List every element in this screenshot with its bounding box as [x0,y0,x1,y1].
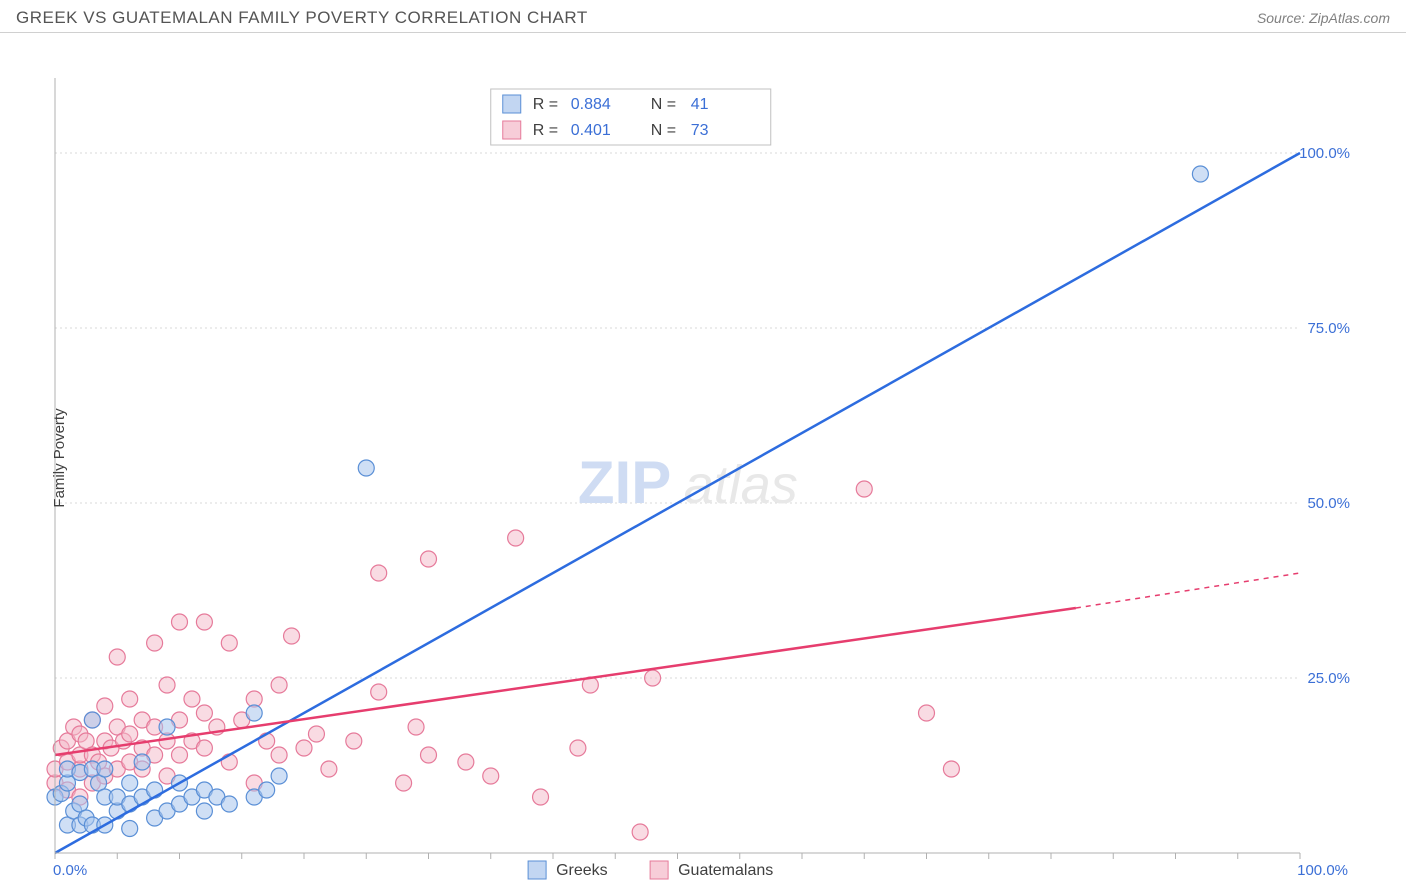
chart-area: Family Poverty 25.0% 50.0% 75.0% 100.0% ZIPa… [0,33,1406,883]
guatemalans-point [196,614,212,630]
greeks-point [122,821,138,837]
guatemalans-n-value: 73 [691,122,709,139]
greeks-point [246,705,262,721]
guatemalans-point [308,726,324,742]
guatemalans-point [346,733,362,749]
guatemalans-trend-line [55,608,1076,755]
greeks-r-value: 0.884 [571,96,611,113]
guatemalans-point [856,481,872,497]
y-tick-label: 75.0% [1307,320,1350,337]
guatemalans-point [645,670,661,686]
x-tick-label: 100.0% [1297,862,1348,879]
guatemalans-point [122,726,138,742]
guatemalans-legend-label: Guatemalans [678,862,773,879]
greeks-point [358,460,374,476]
y-tick-label: 50.0% [1307,495,1350,512]
guatemalans-point [159,677,175,693]
greeks-legend-label: Greeks [556,862,608,879]
chart-source: Source: ZipAtlas.com [1257,10,1390,26]
greeks-point [97,761,113,777]
guatemalans-legend-swatch [650,861,668,879]
guatemalans-point [508,530,524,546]
greeks-point [1192,166,1208,182]
guatemalans-point [196,705,212,721]
guatemalans-point [533,789,549,805]
y-axis-label: Family Poverty [51,408,68,507]
guatemalans-point [184,691,200,707]
guatemalans-point [483,768,499,784]
guatemalans-point [396,775,412,791]
guatemalans-point [570,740,586,756]
greeks-stats-swatch [503,95,521,113]
watermark-zip: ZIP [578,449,671,516]
greeks-point [159,719,175,735]
guatemalans-point [421,747,437,763]
greeks-n-value: 41 [691,96,709,113]
guatemalans-point [221,635,237,651]
guatemalans-point [172,747,188,763]
guatemalans-point [371,565,387,581]
chart-header: GREEK VS GUATEMALAN FAMILY POVERTY CORRE… [0,0,1406,33]
greeks-point [134,754,150,770]
guatemalans-point [371,684,387,700]
y-tick-label: 100.0% [1299,145,1350,162]
greeks-point [122,775,138,791]
guatemalans-trend-dash [1076,573,1300,608]
guatemalans-point [109,649,125,665]
guatemalans-point [196,740,212,756]
watermark-atlas: atlas [684,455,798,515]
greeks-legend-swatch [528,861,546,879]
n-label: N = [651,122,676,139]
guatemalans-point [943,761,959,777]
guatemalans-r-value: 0.401 [571,122,611,139]
guatemalans-stats-swatch [503,121,521,139]
greeks-point [221,796,237,812]
chart-title: GREEK VS GUATEMALAN FAMILY POVERTY CORRE… [16,8,588,28]
guatemalans-point [408,719,424,735]
scatter-chart-svg: 25.0% 50.0% 75.0% 100.0% ZIPatlas 0.0% 100.0% R… [0,33,1406,883]
greeks-point [259,782,275,798]
r-label: R = [533,96,558,113]
guatemalans-point [632,824,648,840]
guatemalans-point [421,551,437,567]
x-tick-label: 0.0% [53,862,87,879]
r-label: R = [533,122,558,139]
guatemalans-point [321,761,337,777]
n-label: N = [651,96,676,113]
guatemalans-point [97,698,113,714]
guatemalans-point [172,614,188,630]
guatemalans-point [919,705,935,721]
greeks-point [84,712,100,728]
guatemalans-point [122,691,138,707]
guatemalans-point [147,635,163,651]
guatemalans-point [296,740,312,756]
guatemalans-point [284,628,300,644]
guatemalans-point [271,747,287,763]
greeks-point [196,803,212,819]
guatemalans-point [271,677,287,693]
y-tick-label: 25.0% [1307,670,1350,687]
guatemalans-point [458,754,474,770]
greeks-point [271,768,287,784]
